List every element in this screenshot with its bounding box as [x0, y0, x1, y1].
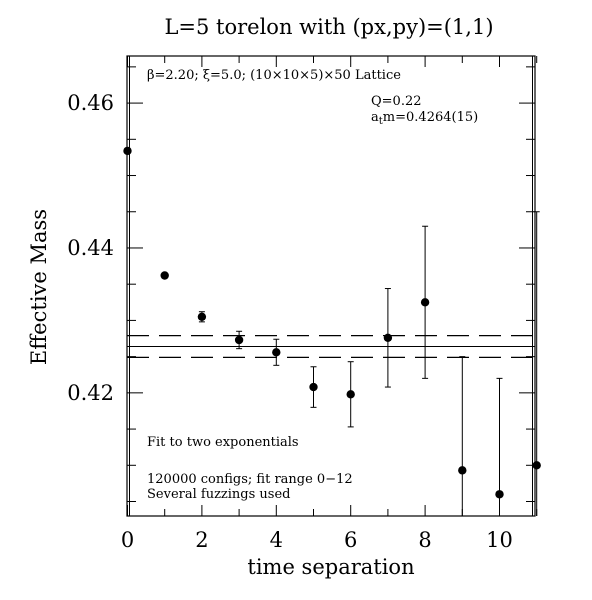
topological-charge-annotation: Q=0.22 [371, 94, 422, 109]
x-tick-labels: 0 2 4 6 8 10 [121, 528, 513, 552]
data-point [420, 298, 430, 307]
data-point [272, 348, 281, 357]
fitted-mass-value: m=0.4264(15) [383, 110, 478, 125]
data-point [309, 382, 318, 392]
y-tick-labels: 0.42 0.44 0.46 [67, 91, 114, 405]
y-tick-label: 0.44 [67, 236, 114, 260]
data-point [532, 461, 541, 470]
y-axis-label: Effective Mass [27, 209, 51, 365]
lattice-annotation: β=2.20; ξ=5.0; (10×10×5)×50 Lattice [147, 68, 401, 83]
x-tick-label: 6 [344, 528, 357, 552]
fit-band [127, 335, 535, 358]
x-tick-label: 10 [486, 528, 513, 552]
plot-frame [126, 55, 536, 517]
error-bars [124, 148, 540, 516]
fitted-mass-prefix: a [371, 110, 379, 125]
chart-title: L=5 torelon with (px,py)=(1,1) [164, 15, 493, 39]
fuzzings-note: Several fuzzings used [147, 487, 291, 502]
x-tick-label: 8 [418, 528, 431, 552]
x-tick-label: 0 [121, 528, 134, 552]
data-point [458, 466, 467, 475]
data-point [346, 390, 355, 399]
fitted-mass-annotation: atm=0.4264(15) [371, 110, 478, 127]
data-point [234, 335, 244, 345]
data-point [160, 271, 169, 280]
data-point [495, 490, 504, 499]
y-tick-label: 0.42 [67, 381, 114, 405]
x-axis-label: time separation [247, 555, 414, 579]
tick-marks [127, 56, 538, 516]
data-points [123, 146, 541, 499]
data-point [123, 146, 132, 156]
x-tick-label: 2 [195, 528, 208, 552]
data-point [383, 333, 393, 342]
fit-note: Fit to two exponentials [147, 435, 299, 450]
x-tick-label: 4 [270, 528, 283, 552]
fitted-mass-subscript: t [379, 116, 383, 127]
data-point [197, 312, 207, 321]
y-tick-label: 0.46 [67, 91, 114, 115]
configs-note: 120000 configs; fit range 0−12 [147, 472, 353, 487]
